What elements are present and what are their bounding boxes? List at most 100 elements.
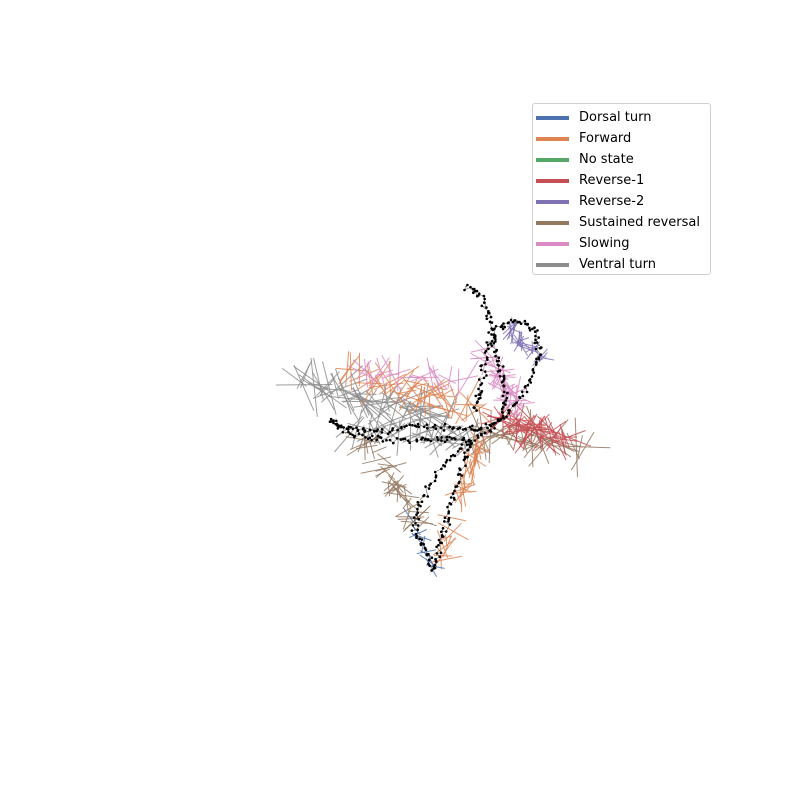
- trajectory-point: [416, 422, 420, 426]
- trajectory-point: [477, 436, 480, 439]
- state-line: [356, 444, 378, 450]
- state-line: [447, 366, 453, 389]
- trajectory-point: [362, 427, 365, 430]
- trajectory-point: [346, 427, 349, 431]
- trajectory-point: [465, 443, 469, 447]
- state-line: [505, 321, 519, 337]
- legend-label: Dorsal turn: [579, 110, 652, 125]
- trajectory-point: [477, 294, 480, 297]
- trajectory-point: [489, 342, 493, 345]
- state-line: [529, 409, 534, 468]
- trajectory-point: [447, 516, 451, 520]
- state-line: [428, 379, 451, 392]
- trajectory-point: [463, 288, 466, 292]
- trajectory-point: [486, 426, 489, 430]
- trajectory-point: [434, 427, 438, 431]
- state-line: [523, 415, 556, 453]
- state-line: [423, 386, 426, 417]
- trajectory-point: [400, 427, 403, 430]
- trajectory-point: [440, 439, 443, 442]
- state-line: [390, 483, 403, 494]
- state-line: [445, 534, 448, 547]
- trajectory-point: [438, 555, 442, 558]
- state-line: [345, 436, 380, 444]
- trajectory-point: [482, 376, 486, 380]
- trajectory-point: [473, 289, 477, 293]
- trajectory-point: [420, 538, 424, 541]
- trajectory-point: [499, 325, 503, 329]
- state-line: [543, 415, 557, 456]
- trajectory-point: [411, 524, 415, 527]
- trajectory-point: [497, 364, 501, 367]
- trajectory-point: [469, 285, 472, 289]
- state-line: [352, 386, 368, 419]
- state-line: [402, 497, 412, 509]
- state-line: [436, 530, 449, 559]
- trajectory-point: [504, 403, 507, 406]
- state-line: [408, 529, 427, 539]
- trajectory-point: [452, 426, 455, 429]
- trajectory-point: [413, 516, 416, 519]
- trajectory-point: [415, 439, 419, 443]
- trajectory-point: [458, 467, 461, 470]
- trajectory-point: [453, 489, 456, 493]
- trajectory-point: [534, 338, 537, 342]
- state-line: [437, 514, 467, 522]
- trajectory-point: [423, 546, 427, 550]
- trajectory-point: [449, 454, 453, 458]
- state-line: [407, 516, 437, 527]
- state-line: [375, 462, 407, 472]
- trajectory-point: [403, 425, 406, 429]
- trajectory-point: [488, 423, 492, 427]
- state-line: [555, 437, 578, 442]
- trajectory-point: [447, 520, 450, 523]
- state-line: [504, 389, 519, 400]
- trajectory-point: [442, 535, 445, 538]
- trajectory-point: [388, 438, 392, 442]
- state-line: [505, 428, 552, 432]
- trajectory-point: [472, 406, 476, 409]
- trajectory-point: [342, 426, 346, 429]
- trajectory-point: [396, 428, 399, 432]
- trajectory-point: [485, 317, 489, 321]
- state-line: [570, 431, 595, 471]
- trajectory-point: [477, 387, 480, 391]
- state-line: [339, 354, 361, 382]
- trajectory-point: [500, 381, 504, 384]
- state-line: [349, 368, 380, 382]
- trajectory-point: [432, 565, 436, 568]
- trajectory-point: [440, 467, 443, 471]
- trajectory-point: [418, 537, 422, 540]
- trajectory-point: [528, 328, 532, 332]
- trajectory-point: [516, 321, 519, 324]
- state-line: [468, 461, 475, 486]
- trajectory-point: [480, 304, 484, 308]
- state-line: [281, 367, 307, 387]
- trajectory-point: [535, 360, 538, 364]
- legend-item: No state: [533, 149, 710, 170]
- trajectory-point: [488, 311, 491, 315]
- trajectory-point: [411, 423, 414, 427]
- legend-swatch: [536, 178, 569, 183]
- trajectory-point: [448, 425, 451, 429]
- trajectory-point: [439, 426, 443, 430]
- trajectory-point: [380, 431, 384, 434]
- trajectory-point: [483, 351, 487, 354]
- trajectory-point: [466, 283, 469, 287]
- trajectory-point: [492, 336, 496, 339]
- trajectory-point: [458, 447, 462, 451]
- legend-swatch: [536, 262, 569, 267]
- trajectory-point: [461, 438, 464, 442]
- trajectory-point: [504, 399, 508, 402]
- trajectory-point: [525, 390, 529, 394]
- legend-swatch: [536, 199, 569, 204]
- trajectory-point: [427, 487, 431, 490]
- trajectory-point: [332, 421, 335, 425]
- state-line: [378, 365, 420, 395]
- trajectory-point: [521, 394, 525, 398]
- trajectory-point: [492, 342, 496, 345]
- trajectory-point: [437, 543, 440, 547]
- trajectory-point: [435, 560, 438, 564]
- trajectory-point: [505, 396, 509, 400]
- state-line: [438, 427, 472, 447]
